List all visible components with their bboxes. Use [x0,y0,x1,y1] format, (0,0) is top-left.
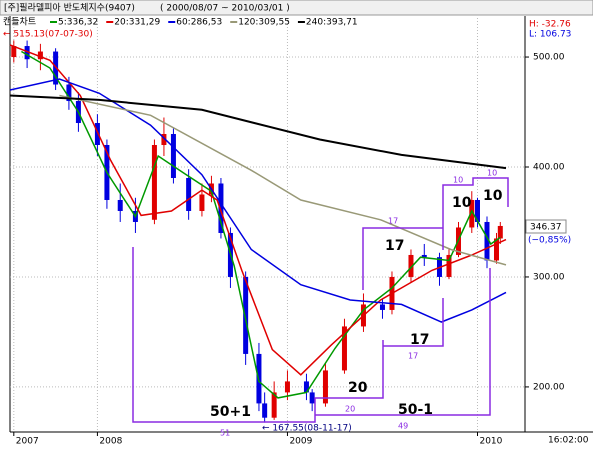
moving-average [9,44,507,376]
candle-body [161,134,167,146]
y-tick-label: 300.00 [533,272,565,282]
candle-body [271,392,277,418]
candle-body [37,51,43,60]
legend-label: 120:309,55 [238,18,290,28]
chart-subtitle: ( 2000/08/07 ~ 2010/03/01 ) [160,4,290,14]
chart-title: [주]필라델피아 반도체지수(9407) [4,2,135,14]
annotation: 20 [345,405,355,414]
annotation: 50+1 [210,404,251,420]
candle-body [151,145,157,220]
candle-body [493,238,499,261]
high-label: H: -32.76 [529,20,571,30]
annotation: 49 [398,422,408,431]
title-bar [0,0,593,16]
y-tick-label: 400.00 [533,162,565,172]
candle-body [322,370,328,404]
y-tick-label: 500.00 [533,53,565,63]
annotation: 17 [408,352,418,361]
annotation: 10 [453,176,463,185]
moving-average [9,94,507,170]
annotation: 10 [487,169,497,178]
annotation: 17 [385,238,404,254]
annotation: 10 [483,188,503,204]
x-tick-label: 2008 [99,437,122,447]
candle-body [186,177,192,211]
candle-body [408,254,414,277]
candle-body [170,134,176,178]
wave-bracket [132,177,509,423]
candle-body [218,183,224,233]
candle-body [379,304,385,310]
x-tick-label: 2009 [289,437,312,447]
candle-body [341,326,347,371]
annotation: 10 [452,195,472,211]
min-label: ← 167.55(08-11-17) [262,424,352,434]
annotation: 17 [388,217,398,226]
candle-body [243,276,249,354]
candle-body [484,221,490,261]
candle-body [474,199,480,222]
candle-body [497,225,503,239]
legend-label: 60:286,53 [176,18,222,28]
x-tick-label: 2007 [16,437,39,447]
plot-area [9,18,525,432]
candle-body [469,199,475,228]
time-label: 16:02:00 [548,436,589,446]
annotation: 50-1 [398,402,433,418]
candle-body [303,381,309,393]
last-price: 346.37 [530,223,562,233]
candle-body [309,392,315,404]
candle-body [284,381,290,393]
candle-body [11,46,17,58]
annotations: 50+1 50-1 20 17 17 10 10 51 20 49 17 17 … [132,169,509,438]
x-tick-label: 2010 [479,437,502,447]
candle-body [262,403,268,418]
low-label: L: 106.73 [529,30,571,40]
candle-body [199,194,205,211]
candle-body [446,254,452,277]
y-tick-label: 200.00 [533,382,565,392]
moving-average [9,78,507,323]
legend-label: 20:331,29 [114,18,160,28]
price-box [525,219,567,234]
candle-body [117,199,123,211]
candle-body [24,46,30,60]
annotation: 20 [348,380,368,396]
legend-label: 240:393,71 [306,18,358,28]
annotation: 17 [410,332,429,348]
candle-body [421,254,427,258]
max-label: ← 515.13(07-07-30) [3,30,93,40]
chart-type-label: 캔들차트 [3,16,36,28]
legend-label: 5:336,32 [58,18,98,28]
candle-body [66,84,72,102]
moving-average [21,50,501,399]
change-label: (−0,85%) [528,236,571,246]
annotation: 51 [220,429,230,438]
candle-body [94,123,100,146]
moving-average [59,94,507,266]
